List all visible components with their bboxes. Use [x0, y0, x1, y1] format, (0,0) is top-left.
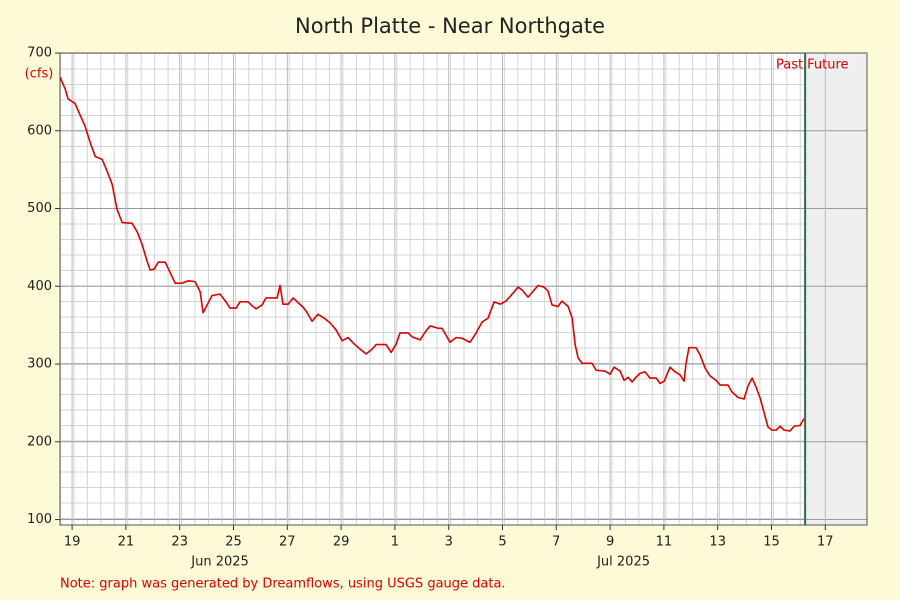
y-tick-label: 100: [27, 512, 52, 527]
note: Note: graph was generated by Dreamflows,…: [60, 577, 506, 592]
x-tick-label: 17: [817, 535, 834, 550]
x-tick-label: 29: [333, 535, 350, 550]
x-tick-label: 7: [552, 535, 560, 550]
y-unit: (cfs): [25, 67, 54, 82]
y-tick-label: 500: [27, 201, 52, 216]
x-tick-label: 27: [279, 535, 296, 550]
x-tick-label: 15: [763, 535, 780, 550]
x-tick-label: 23: [171, 535, 188, 550]
x-tick-label: 19: [64, 535, 81, 550]
chart-title: North Platte - Near Northgate: [295, 14, 605, 38]
y-tick-label: 700: [27, 46, 52, 61]
x-tick-label: 3: [445, 535, 453, 550]
y-tick-label: 300: [27, 357, 52, 372]
x-tick-label: 11: [656, 535, 673, 550]
y-tick-label: 200: [27, 434, 52, 449]
month-label: Jun 2025: [190, 555, 249, 570]
y-tick-label: 400: [27, 279, 52, 294]
x-tick-label: 5: [498, 535, 506, 550]
month-label: Jul 2025: [596, 555, 650, 570]
x-tick-label: 1: [391, 535, 399, 550]
x-tick-label: 9: [606, 535, 614, 550]
x-tick-label: 13: [709, 535, 726, 550]
past-label: Past: [776, 58, 803, 73]
plot-border: [59, 52, 868, 526]
y-tick-label: 600: [27, 123, 52, 138]
minor-grid: [60, 53, 867, 525]
future-label: Future: [807, 58, 848, 73]
x-tick-label: 21: [118, 535, 135, 550]
flow-line: [59, 76, 805, 432]
future-region: [805, 53, 867, 525]
x-tick-label: 25: [225, 535, 242, 550]
